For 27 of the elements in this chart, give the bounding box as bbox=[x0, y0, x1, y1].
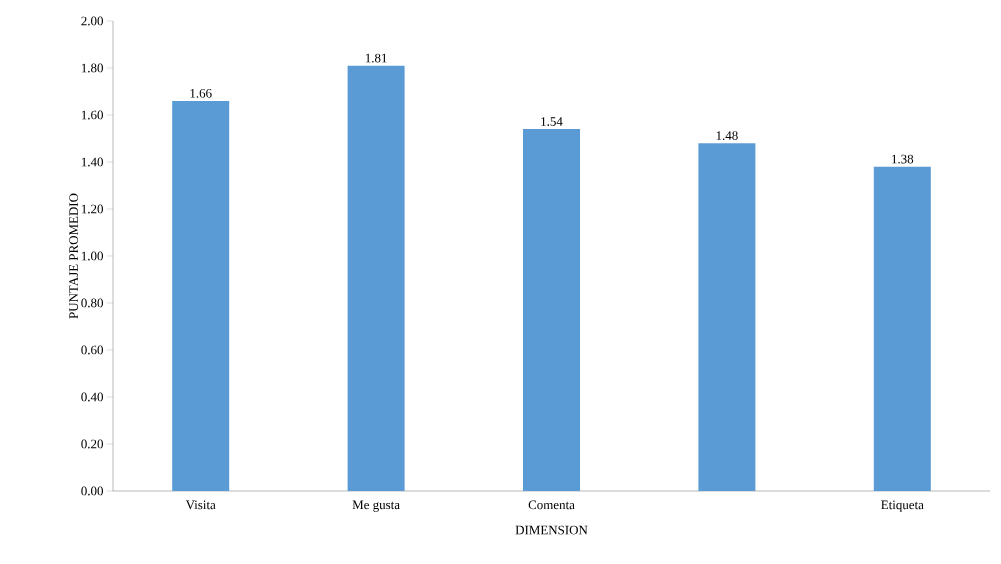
x-tick-label: Visita bbox=[185, 500, 216, 510]
x-tick-label: Comenta bbox=[528, 500, 575, 510]
data-label: 1.66 bbox=[190, 88, 212, 98]
bar bbox=[873, 166, 931, 491]
y-tick-label: 0.80 bbox=[81, 298, 103, 308]
x-tick-label: Me gusta bbox=[352, 500, 400, 512]
bar bbox=[698, 143, 756, 491]
y-tick-label: 0.00 bbox=[81, 486, 103, 496]
y-tick-label: 2.00 bbox=[81, 16, 103, 26]
y-tick-label: 0.20 bbox=[81, 439, 103, 449]
data-label: 1.48 bbox=[716, 131, 738, 140]
x-axis-title: DIMENSION bbox=[515, 525, 588, 535]
y-tick-label: 1.00 bbox=[81, 251, 103, 261]
data-label: 1.38 bbox=[892, 154, 914, 164]
data-label: 1.81 bbox=[365, 53, 387, 63]
y-tick-label: 1.40 bbox=[81, 157, 103, 167]
y-tick-label: 1.20 bbox=[81, 204, 103, 214]
bar bbox=[523, 129, 581, 491]
y-tick-label: 1.80 bbox=[81, 63, 103, 73]
bar bbox=[172, 100, 230, 491]
y-tick-label: 0.60 bbox=[81, 345, 103, 355]
y-tick-label: 0.40 bbox=[81, 392, 103, 402]
y-tick-label: 1.60 bbox=[81, 110, 103, 120]
x-tick-label: Etiqueta bbox=[881, 500, 924, 512]
data-label: 1.54 bbox=[541, 117, 563, 126]
y-axis-title: PUNTAJE PROMEDIO bbox=[69, 193, 78, 319]
bar bbox=[347, 65, 405, 491]
